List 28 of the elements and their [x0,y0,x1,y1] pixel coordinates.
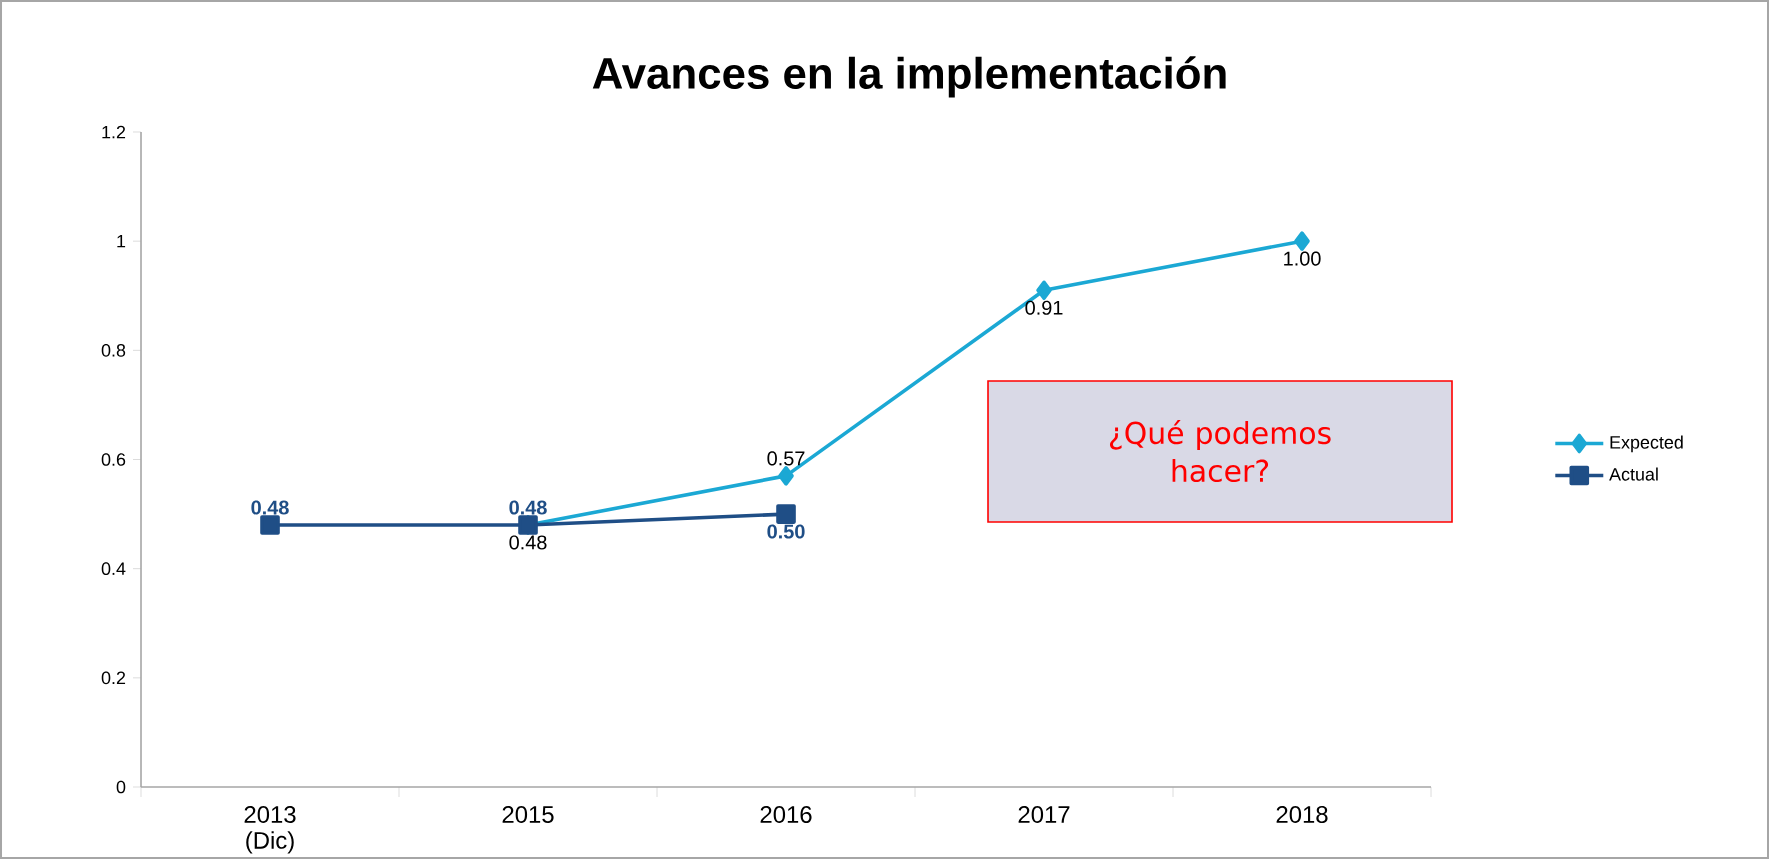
data-label: 0.50 [767,524,805,539]
point [260,515,280,535]
y-tick-label: 0.8 [101,343,126,357]
legend-label: Expected [1610,435,1683,453]
annotation: ¿Qué podemos hacer? [1109,419,1331,483]
y-tick-label: 1.2 [102,125,126,139]
data-label: 0.48 [251,500,289,515]
x-tick-label: 2015 [502,806,554,823]
data-label: 0.48 [509,535,547,550]
x-tick-label: 2018 [1276,806,1328,823]
y-tick-label: 0 [116,780,126,794]
point [778,466,794,486]
x-tick-label: 2013 (Dic) [244,806,296,854]
y-tick-label: 0.2 [101,671,126,685]
data-label: 0.91 [1025,300,1063,315]
data-label: 0.48 [509,500,547,515]
legend-label: Actual [1609,467,1658,481]
point [1036,280,1052,301]
y-tick-label: 0.6 [101,453,126,466]
point [776,504,796,524]
x-tick-label: 2016 [760,806,812,823]
data-label: 0.57 [767,451,805,466]
data-label: 1.00 [1284,251,1321,266]
chart-title: Avances en la implementación [592,56,1226,98]
y-tick-label: 0.4 [101,562,126,576]
x-tick-label: 2017 [1018,806,1070,823]
y-tick-label: 1 [117,234,126,248]
point [1294,231,1310,251]
